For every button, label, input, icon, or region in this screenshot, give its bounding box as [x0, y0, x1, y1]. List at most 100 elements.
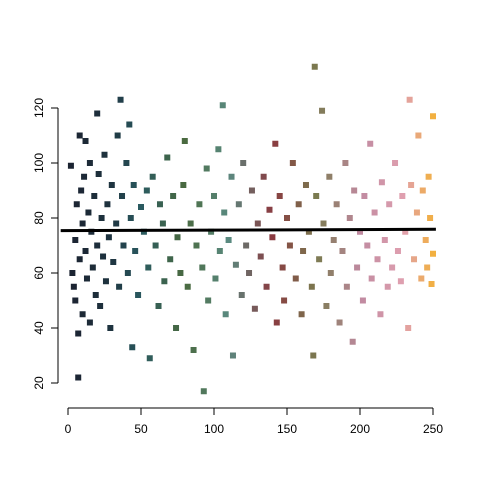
x-tick-label: 150 — [277, 422, 297, 436]
point — [92, 292, 99, 298]
point — [102, 278, 109, 285]
point — [104, 201, 111, 208]
point — [418, 275, 425, 282]
point — [85, 209, 92, 216]
point — [196, 201, 203, 208]
point — [76, 256, 83, 263]
point — [98, 215, 105, 221]
point — [120, 242, 127, 249]
point — [361, 193, 368, 199]
point — [177, 270, 184, 276]
point — [173, 325, 180, 331]
point — [75, 374, 82, 381]
point — [190, 347, 197, 353]
point — [167, 256, 174, 263]
point — [419, 187, 426, 194]
point — [386, 201, 393, 208]
point — [228, 173, 235, 180]
y-tick-label: 120 — [32, 98, 46, 118]
point — [310, 352, 317, 359]
point — [392, 160, 399, 166]
point — [72, 297, 79, 304]
point — [216, 248, 223, 254]
point — [203, 165, 210, 172]
point — [116, 283, 123, 290]
point — [266, 206, 273, 213]
point — [327, 270, 334, 276]
point — [413, 209, 420, 216]
point — [415, 132, 422, 139]
point — [402, 228, 409, 235]
point — [336, 319, 343, 326]
point — [107, 325, 114, 331]
point — [170, 193, 177, 199]
point — [193, 242, 200, 249]
point — [113, 220, 120, 227]
point — [295, 201, 302, 208]
point — [97, 303, 104, 309]
point — [205, 297, 212, 304]
point — [127, 215, 134, 221]
point — [83, 275, 90, 282]
point — [298, 311, 305, 318]
point — [174, 234, 181, 241]
point — [114, 132, 121, 139]
point — [430, 250, 436, 257]
point — [164, 154, 171, 161]
point — [381, 237, 388, 243]
point — [78, 187, 85, 194]
point — [276, 193, 283, 199]
point — [117, 96, 124, 103]
point — [129, 344, 136, 351]
point — [110, 259, 117, 265]
point — [221, 209, 228, 216]
x-tick-label: 200 — [350, 422, 370, 436]
point — [211, 193, 217, 199]
point — [254, 220, 261, 227]
point — [427, 215, 434, 221]
point — [135, 292, 142, 298]
point — [199, 264, 206, 271]
point — [82, 248, 89, 254]
point — [138, 204, 144, 210]
point — [302, 182, 309, 188]
point — [215, 146, 222, 153]
point — [406, 96, 413, 103]
point — [72, 237, 79, 243]
point — [101, 151, 108, 158]
point — [69, 270, 76, 276]
point — [368, 275, 375, 282]
point — [145, 264, 152, 271]
point — [394, 248, 401, 254]
x-tick-label: 250 — [423, 422, 443, 436]
point — [257, 253, 264, 260]
point — [232, 261, 239, 268]
point — [200, 388, 207, 395]
point — [246, 270, 253, 276]
point — [94, 242, 101, 249]
point — [243, 242, 250, 249]
point — [89, 264, 96, 271]
point — [346, 215, 353, 221]
point — [311, 63, 318, 70]
point — [67, 162, 74, 169]
point — [86, 160, 93, 166]
point — [313, 193, 320, 199]
point — [263, 283, 270, 290]
point — [269, 234, 276, 241]
point — [397, 278, 404, 285]
point — [149, 173, 156, 180]
point — [316, 256, 323, 263]
point — [124, 270, 131, 276]
x-tick-label: 100 — [204, 422, 224, 436]
point — [374, 256, 381, 263]
point — [330, 237, 337, 243]
point — [371, 209, 378, 216]
point — [326, 173, 333, 180]
point — [359, 297, 366, 304]
point — [108, 182, 115, 188]
point — [180, 182, 187, 188]
point — [273, 319, 280, 326]
point — [155, 303, 162, 309]
point — [187, 220, 194, 227]
